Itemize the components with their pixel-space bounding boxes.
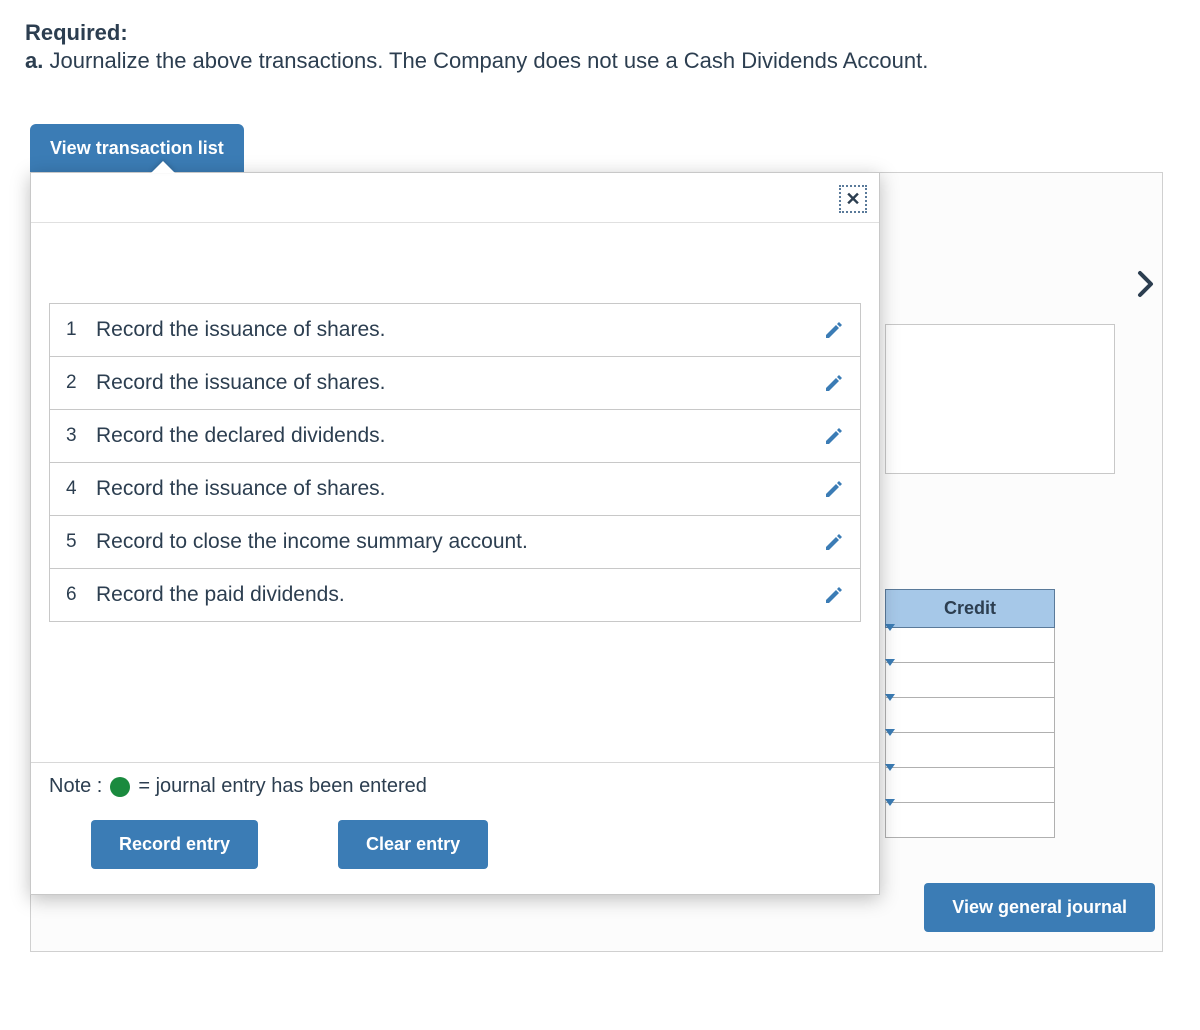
popover-header: ✕ <box>31 173 879 223</box>
row-text: Record the declared dividends. <box>96 424 824 448</box>
note-row: Note : = journal entry has been entered <box>31 762 879 820</box>
row-number: 6 <box>66 584 96 606</box>
row-text: Record to close the income summary accou… <box>96 530 824 554</box>
green-dot-icon <box>110 777 130 797</box>
note-suffix: = journal entry has been entered <box>138 775 427 798</box>
dropdown-marker-icon <box>885 694 895 701</box>
row-text: Record the issuance of shares. <box>96 477 824 501</box>
dropdown-marker-icon <box>885 624 895 631</box>
transaction-row[interactable]: 1 Record the issuance of shares. <box>49 303 861 357</box>
instruction-text: a. Journalize the above transactions. Th… <box>25 48 1175 74</box>
transaction-list: 1 Record the issuance of shares. 2 Recor… <box>31 223 879 642</box>
pencil-icon <box>824 373 844 393</box>
credit-cell[interactable] <box>885 698 1055 733</box>
credit-cell[interactable] <box>885 663 1055 698</box>
dropdown-marker-icon <box>885 799 895 806</box>
credit-cell[interactable] <box>885 803 1055 838</box>
transaction-list-panel: ✕ 1 Record the issuance of shares. 2 Rec… <box>30 172 880 895</box>
row-text: Record the issuance of shares. <box>96 318 824 342</box>
view-transaction-list-button[interactable]: View transaction list <box>30 124 244 173</box>
pencil-icon <box>824 532 844 552</box>
part-label: a. <box>25 48 43 73</box>
credit-cell[interactable] <box>885 733 1055 768</box>
pencil-icon <box>824 320 844 340</box>
instruction-body: Journalize the above transactions. The C… <box>43 48 928 73</box>
row-number: 5 <box>66 531 96 553</box>
close-button[interactable]: ✕ <box>839 185 867 213</box>
close-icon: ✕ <box>845 189 860 210</box>
row-number: 4 <box>66 478 96 500</box>
transaction-row[interactable]: 6 Record the paid dividends. <box>49 568 861 622</box>
row-number: 2 <box>66 372 96 394</box>
row-number: 1 <box>66 319 96 341</box>
pencil-icon <box>824 426 844 446</box>
pencil-icon <box>824 479 844 499</box>
clear-entry-button[interactable]: Clear entry <box>338 820 488 869</box>
row-text: Record the paid dividends. <box>96 583 824 607</box>
transaction-row[interactable]: 2 Record the issuance of shares. <box>49 356 861 410</box>
chevron-right-icon[interactable] <box>1137 269 1155 306</box>
popover-arrow-icon <box>151 161 175 173</box>
transaction-row[interactable]: 4 Record the issuance of shares. <box>49 462 861 516</box>
pencil-icon <box>824 585 844 605</box>
required-label: Required: <box>25 20 1175 46</box>
row-text: Record the issuance of shares. <box>96 371 824 395</box>
view-general-journal-button[interactable]: View general journal <box>924 883 1155 932</box>
dropdown-marker-icon <box>885 659 895 666</box>
transaction-row[interactable]: 3 Record the declared dividends. <box>49 409 861 463</box>
dropdown-marker-icon <box>885 729 895 736</box>
blank-entry-box <box>885 324 1115 474</box>
dropdown-marker-icon <box>885 764 895 771</box>
credit-table: Credit <box>885 589 1055 838</box>
record-entry-button[interactable]: Record entry <box>91 820 258 869</box>
popover-button-row: Record entry Clear entry <box>31 820 879 894</box>
credit-cell[interactable] <box>885 628 1055 663</box>
note-prefix: Note : <box>49 775 102 798</box>
credit-cell[interactable] <box>885 768 1055 803</box>
credit-header: Credit <box>885 589 1055 628</box>
transaction-row[interactable]: 5 Record to close the income summary acc… <box>49 515 861 569</box>
row-number: 3 <box>66 425 96 447</box>
